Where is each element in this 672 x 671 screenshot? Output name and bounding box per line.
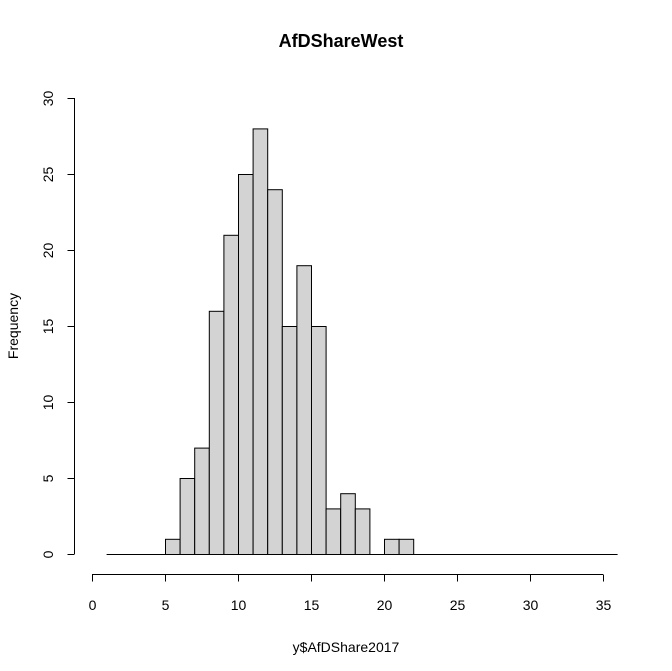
x-tick-label: 20	[377, 597, 393, 613]
y-axis: 0 5 10 15 20 25 30	[40, 91, 75, 558]
y-tick-label: 30	[40, 91, 56, 107]
y-tick-label: 15	[40, 319, 56, 335]
x-tick-label: 5	[162, 597, 170, 613]
histogram-bar	[208, 310, 225, 555]
x-tick-label: 25	[450, 597, 466, 613]
bars-group	[165, 128, 415, 556]
x-tick-label: 15	[304, 597, 320, 613]
histogram-bar	[223, 234, 239, 556]
x-tick-label: 35	[596, 597, 612, 613]
y-axis-label: Frequency	[5, 293, 21, 359]
histogram-bar	[325, 508, 342, 555]
histogram-bar	[398, 538, 415, 555]
x-tick-label: 0	[89, 597, 97, 613]
y-tick-label: 10	[40, 395, 56, 411]
y-tick-label: 25	[40, 167, 56, 183]
x-axis-label: y$AfDShare2017	[293, 639, 400, 655]
x-axis: 0 5 10 15 20 25 30 35	[89, 574, 612, 613]
histogram-bar	[296, 265, 312, 555]
histogram-bar	[179, 478, 196, 555]
x-tick-label: 30	[523, 597, 539, 613]
chart-title: AfDShareWest	[279, 31, 404, 51]
histogram-bar	[340, 493, 356, 556]
histogram-bar	[252, 128, 269, 555]
histogram-bar	[281, 326, 298, 555]
histogram-bar	[267, 189, 283, 555]
histogram-bar	[384, 538, 400, 555]
y-tick-label: 0	[40, 550, 56, 558]
histogram-bar	[354, 508, 371, 555]
histogram-bar	[238, 174, 254, 555]
histogram-bar	[165, 538, 181, 555]
y-tick-label: 20	[40, 243, 56, 259]
histogram-bar	[311, 326, 327, 555]
y-tick-label: 5	[40, 474, 56, 482]
histogram-bar	[194, 447, 210, 556]
x-tick-label: 10	[231, 597, 247, 613]
